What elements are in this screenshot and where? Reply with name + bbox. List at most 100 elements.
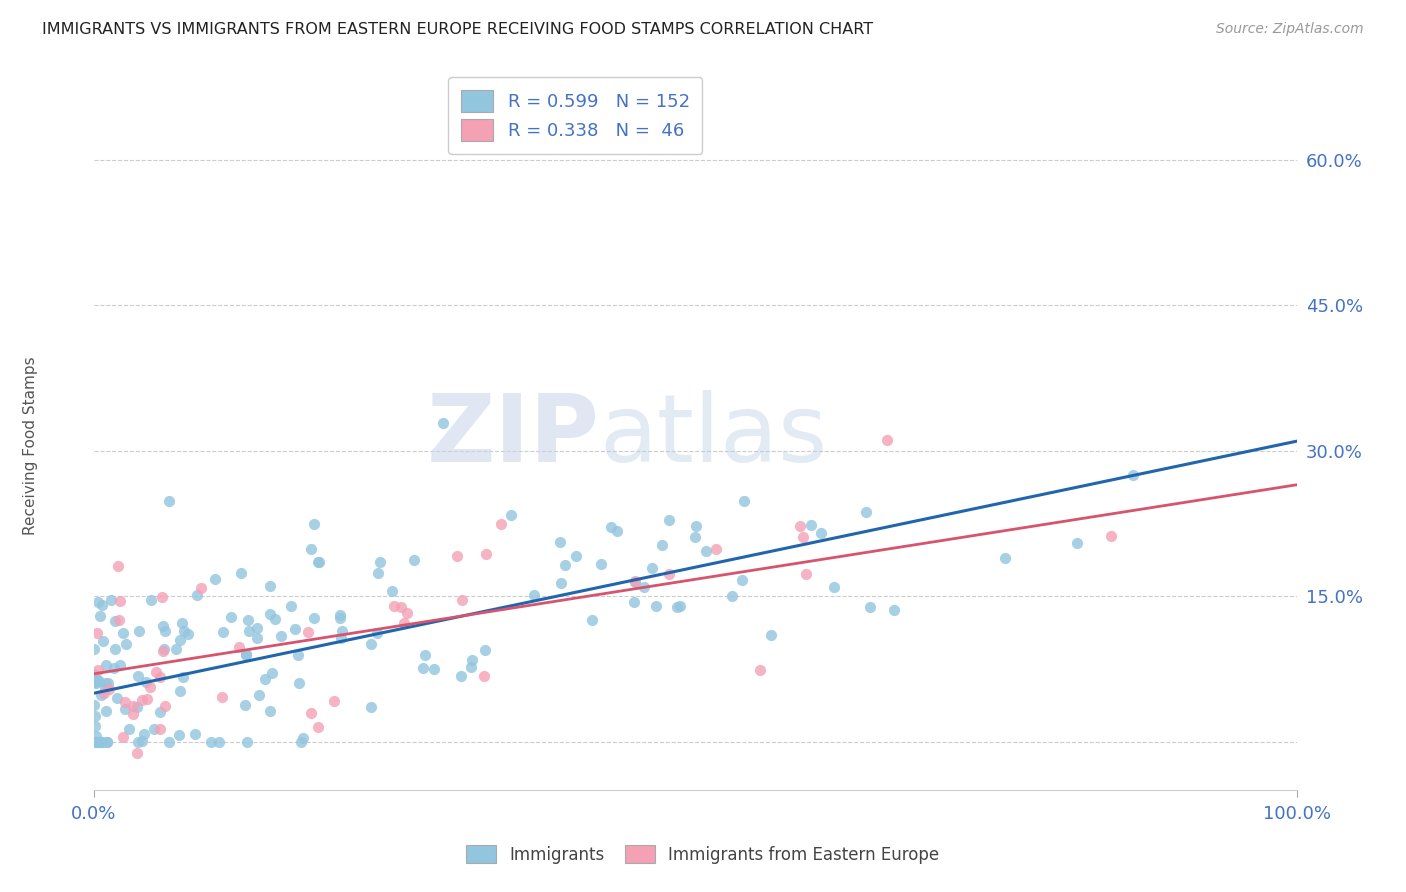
Point	[172, 616, 194, 631]
Point	[186, 588, 208, 602]
Point	[138, 680, 160, 694]
Point	[733, 494, 755, 508]
Point	[104, 642, 127, 657]
Point	[1066, 536, 1088, 550]
Point	[789, 519, 811, 533]
Point	[823, 580, 845, 594]
Point	[450, 669, 472, 683]
Point	[83, 642, 105, 657]
Point	[589, 557, 612, 571]
Point	[396, 606, 419, 620]
Point	[260, 665, 283, 680]
Point	[103, 661, 125, 675]
Legend: Immigrants, Immigrants from Eastern Europe: Immigrants, Immigrants from Eastern Euro…	[460, 838, 946, 871]
Point	[291, 731, 314, 745]
Point	[127, 669, 149, 683]
Point	[855, 505, 877, 519]
Point	[641, 561, 664, 575]
Point	[118, 722, 141, 736]
Point	[761, 628, 783, 642]
Point	[122, 706, 145, 721]
Point	[86, 595, 108, 609]
Point	[111, 731, 134, 745]
Point	[307, 720, 329, 734]
Point	[98, 681, 121, 696]
Point	[332, 624, 354, 638]
Point	[446, 549, 468, 563]
Point	[190, 582, 212, 596]
Point	[749, 663, 772, 677]
Point	[413, 648, 436, 662]
Point	[236, 735, 259, 749]
Point	[308, 555, 330, 569]
Point	[111, 626, 134, 640]
Point	[167, 728, 190, 742]
Point	[810, 526, 832, 541]
Point	[100, 593, 122, 607]
Point	[259, 579, 281, 593]
Point	[412, 661, 434, 675]
Point	[125, 746, 148, 760]
Point	[153, 624, 176, 638]
Point	[304, 516, 326, 531]
Point	[136, 691, 159, 706]
Point	[90, 598, 112, 612]
Point	[299, 706, 322, 721]
Point	[599, 520, 621, 534]
Point	[211, 690, 233, 705]
Point	[173, 624, 195, 638]
Point	[623, 595, 645, 609]
Point	[683, 530, 706, 544]
Point	[87, 664, 110, 678]
Point	[685, 519, 707, 533]
Point	[208, 735, 231, 749]
Point	[651, 537, 673, 551]
Text: ZIP: ZIP	[426, 390, 599, 483]
Point	[236, 613, 259, 627]
Point	[90, 735, 112, 749]
Point	[90, 688, 112, 702]
Point	[104, 615, 127, 629]
Point	[523, 588, 546, 602]
Point	[169, 632, 191, 647]
Point	[84, 676, 107, 690]
Point	[554, 558, 576, 572]
Point	[90, 735, 112, 749]
Point	[94, 681, 117, 695]
Point	[548, 534, 571, 549]
Point	[83, 667, 105, 681]
Point	[794, 567, 817, 582]
Point	[489, 517, 512, 532]
Point	[114, 694, 136, 708]
Point	[108, 657, 131, 672]
Point	[297, 624, 319, 639]
Point	[329, 610, 352, 624]
Text: Source: ZipAtlas.com: Source: ZipAtlas.com	[1216, 22, 1364, 37]
Point	[110, 593, 132, 607]
Point	[360, 637, 382, 651]
Point	[668, 599, 690, 613]
Point	[623, 574, 645, 588]
Point	[474, 642, 496, 657]
Point	[148, 722, 170, 736]
Point	[658, 514, 681, 528]
Point	[307, 555, 329, 569]
Point	[91, 634, 114, 648]
Point	[157, 493, 180, 508]
Point	[270, 629, 292, 643]
Point	[246, 631, 269, 645]
Point	[149, 705, 172, 719]
Point	[86, 626, 108, 640]
Point	[165, 642, 187, 657]
Point	[402, 552, 425, 566]
Point	[666, 599, 689, 614]
Point	[730, 573, 752, 587]
Point	[86, 735, 108, 749]
Point	[287, 648, 309, 662]
Point	[461, 653, 484, 667]
Point	[93, 686, 115, 700]
Point	[184, 727, 207, 741]
Point	[211, 624, 233, 639]
Point	[472, 669, 495, 683]
Point	[644, 599, 666, 613]
